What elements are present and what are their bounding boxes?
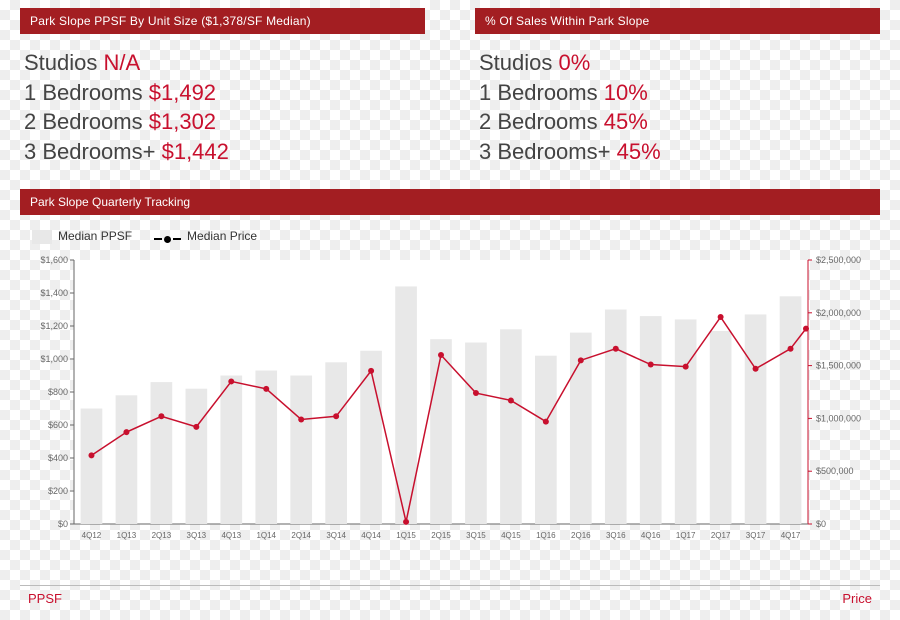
stat-value: 0% <box>559 50 591 75</box>
svg-text:2Q15: 2Q15 <box>431 531 451 540</box>
svg-text:3Q14: 3Q14 <box>326 531 346 540</box>
stat-label: 2 Bedrooms <box>479 109 598 134</box>
left-axis-title: PPSF <box>28 591 62 606</box>
stat-value: 45% <box>617 139 661 164</box>
svg-text:$1,000: $1,000 <box>40 354 68 364</box>
stat-label: 1 Bedrooms <box>479 80 598 105</box>
svg-text:1Q16: 1Q16 <box>536 531 556 540</box>
bottom-rule <box>20 585 880 586</box>
stat-value: $1,302 <box>149 109 216 134</box>
svg-text:1Q15: 1Q15 <box>396 531 416 540</box>
svg-text:2Q13: 2Q13 <box>152 531 172 540</box>
stat-row: Studios 0% <box>479 48 876 78</box>
svg-text:1Q13: 1Q13 <box>117 531 137 540</box>
left-column: Park Slope PPSF By Unit Size ($1,378/SF … <box>20 8 425 177</box>
line-swatch-icon <box>154 236 181 243</box>
legend-item-line: Median Price <box>154 229 257 243</box>
svg-text:4Q17: 4Q17 <box>781 531 801 540</box>
svg-text:4Q15: 4Q15 <box>501 531 521 540</box>
svg-text:$2,500,000: $2,500,000 <box>816 255 861 265</box>
svg-text:$0: $0 <box>58 519 68 529</box>
svg-text:1Q17: 1Q17 <box>676 531 696 540</box>
legend-item-bar: Median PPSF <box>32 229 132 244</box>
svg-text:3Q15: 3Q15 <box>466 531 486 540</box>
stat-row: 3 Bedrooms+ 45% <box>479 137 876 167</box>
stat-row: 1 Bedrooms 10% <box>479 78 876 108</box>
svg-text:4Q16: 4Q16 <box>641 531 661 540</box>
svg-text:$200: $200 <box>48 486 68 496</box>
right-column: % Of Sales Within Park Slope Studios 0% … <box>475 8 880 177</box>
svg-text:3Q16: 3Q16 <box>606 531 626 540</box>
stat-label: 2 Bedrooms <box>24 109 143 134</box>
svg-text:2Q16: 2Q16 <box>571 531 591 540</box>
stat-row: 2 Bedrooms $1,302 <box>24 107 421 137</box>
svg-text:3Q13: 3Q13 <box>187 531 207 540</box>
svg-text:$500,000: $500,000 <box>816 466 854 476</box>
stat-row: 2 Bedrooms 45% <box>479 107 876 137</box>
svg-text:4Q14: 4Q14 <box>361 531 381 540</box>
stats-right: Studios 0% 1 Bedrooms 10% 2 Bedrooms 45%… <box>475 34 880 177</box>
stat-row: Studios N/A <box>24 48 421 78</box>
svg-text:$600: $600 <box>48 420 68 430</box>
bar-swatch-icon <box>32 230 52 244</box>
svg-text:$1,400: $1,400 <box>40 288 68 298</box>
svg-text:4Q12: 4Q12 <box>82 531 102 540</box>
stat-value: 45% <box>604 109 648 134</box>
stat-label: Studios <box>24 50 97 75</box>
svg-text:$800: $800 <box>48 387 68 397</box>
quarterly-chart: $0 $200 $400 $600 $800 $1,000 $1,200 $1,400 $1,6… <box>20 252 880 552</box>
stat-label: Studios <box>479 50 552 75</box>
stat-value: $1,442 <box>162 139 229 164</box>
stat-value: N/A <box>104 50 141 75</box>
top-row: Park Slope PPSF By Unit Size ($1,378/SF … <box>0 0 900 177</box>
banner-right: % Of Sales Within Park Slope <box>475 8 880 34</box>
right-axis-title: Price <box>842 591 872 606</box>
stat-label: 1 Bedrooms <box>24 80 143 105</box>
stats-left: Studios N/A 1 Bedrooms $1,492 2 Bedrooms… <box>20 34 425 177</box>
stat-value: $1,492 <box>149 80 216 105</box>
svg-text:$1,200: $1,200 <box>40 321 68 331</box>
bottom-axis-labels: PPSF Price <box>20 591 880 606</box>
svg-text:4Q13: 4Q13 <box>221 531 241 540</box>
svg-text:$1,500,000: $1,500,000 <box>816 360 861 370</box>
svg-text:$0: $0 <box>816 519 826 529</box>
chart-legend: Median PPSF Median Price <box>32 229 880 244</box>
svg-text:$1,000,000: $1,000,000 <box>816 413 861 423</box>
tracking-banner: Park Slope Quarterly Tracking <box>20 189 880 215</box>
stat-label: 3 Bedrooms+ <box>24 139 155 164</box>
svg-text:2Q17: 2Q17 <box>711 531 731 540</box>
svg-text:$2,000,000: $2,000,000 <box>816 307 861 317</box>
svg-text:2Q14: 2Q14 <box>291 531 311 540</box>
legend-bar-label: Median PPSF <box>58 229 132 243</box>
stat-row: 1 Bedrooms $1,492 <box>24 78 421 108</box>
svg-text:$400: $400 <box>48 453 68 463</box>
legend-line-label: Median Price <box>187 229 257 243</box>
svg-text:3Q17: 3Q17 <box>746 531 766 540</box>
stat-label: 3 Bedrooms+ <box>479 139 610 164</box>
svg-text:1Q14: 1Q14 <box>256 531 276 540</box>
stat-value: 10% <box>604 80 648 105</box>
stat-row: 3 Bedrooms+ $1,442 <box>24 137 421 167</box>
chart-container: $0 $200 $400 $600 $800 $1,000 $1,200 $1,400 $1,6… <box>20 252 880 552</box>
banner-left: Park Slope PPSF By Unit Size ($1,378/SF … <box>20 8 425 34</box>
svg-text:$1,600: $1,600 <box>40 255 68 265</box>
